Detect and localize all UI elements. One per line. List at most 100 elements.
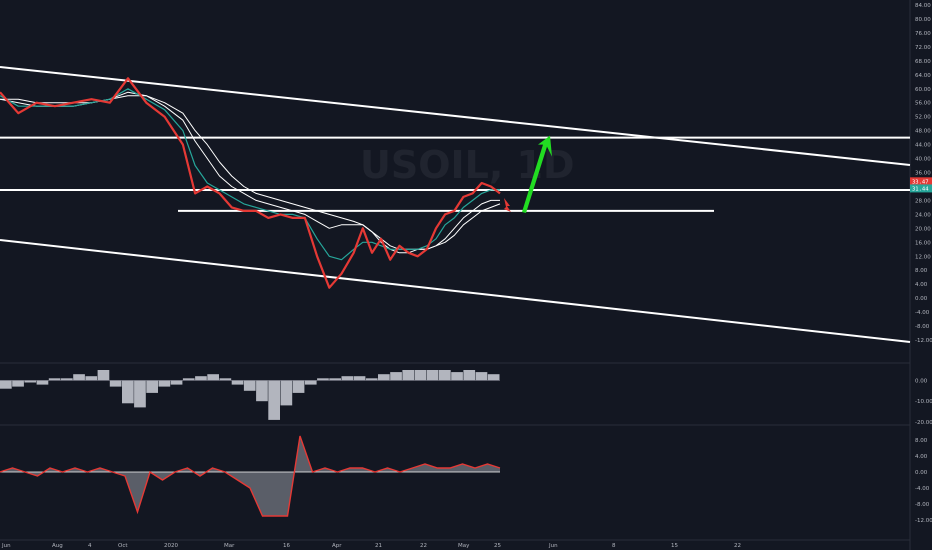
oscillator-line — [0, 435, 501, 517]
oscillator-axis-tick-label: 0.00 — [915, 470, 928, 476]
histogram-bar — [414, 370, 427, 381]
oscillator-axis-tick-label: -8.00 — [915, 502, 930, 508]
time-axis-tick-label: 16 — [283, 543, 290, 549]
histogram-pane — [0, 370, 500, 420]
time-axis-tick-label: 21 — [375, 543, 382, 549]
price-axis-tick-label: 20.00 — [915, 226, 931, 232]
oscillator-area — [0, 436, 500, 516]
histogram-bar — [36, 380, 49, 385]
histogram-bar — [317, 378, 329, 381]
histogram-bar — [48, 378, 61, 381]
price-axis-tick-label: 76.00 — [915, 31, 931, 37]
histogram-axis-tick-label: -20.00 — [915, 420, 932, 426]
oscillator-axis-tick-label: 4.00 — [915, 454, 928, 460]
histogram-bar — [353, 376, 366, 381]
ma-badge-label: 31.44 — [912, 186, 929, 192]
time-axis-tick-label: 22 — [734, 543, 741, 549]
price-axis-tick-label: 44.00 — [915, 143, 931, 149]
histogram-bar — [256, 380, 268, 402]
histogram-bar — [85, 376, 98, 381]
histogram-axis-tick-label: -10.00 — [915, 399, 932, 405]
price-axis-tick-label: 72.00 — [915, 45, 931, 51]
price-axis-tick-label: 56.00 — [915, 101, 931, 107]
histogram-bar — [451, 372, 463, 381]
time-axis-tick-label: Mar — [224, 543, 235, 549]
price-axis-tick-label: 68.00 — [915, 59, 931, 65]
time-axis-tick-label: Jun — [548, 543, 558, 549]
price-axis-tick-label: -12.00 — [915, 338, 932, 344]
oscillator-axis-tick-label: 8.00 — [915, 438, 928, 444]
histogram-bar — [97, 370, 110, 381]
ma-badge — [910, 184, 932, 193]
histogram-bar — [0, 380, 12, 389]
histogram-bar — [12, 380, 24, 387]
time-axis-tick-label: Apr — [332, 543, 342, 549]
price-axis-tick-label: 48.00 — [915, 129, 931, 135]
histogram-bar — [170, 380, 183, 385]
histogram-bar — [426, 370, 439, 381]
price-axis-tick-label: 8.00 — [915, 268, 928, 274]
slower-ma-line — [0, 95, 501, 250]
price-axis-tick-label: 84.00 — [915, 3, 931, 9]
histogram-bar — [304, 380, 317, 385]
histogram-bar — [280, 380, 293, 406]
price-axis-tick-label: 28.00 — [915, 198, 931, 204]
histogram-bar — [463, 370, 476, 381]
time-axis-tick-label: 22 — [420, 543, 427, 549]
price-axis-tick-label: 52.00 — [915, 115, 931, 121]
price-axis-tick-label: 64.00 — [915, 73, 931, 79]
oscillator-axis-tick-label: -4.00 — [915, 486, 930, 492]
histogram-bar — [182, 378, 195, 381]
price-axis-tick-label: -8.00 — [915, 324, 930, 330]
histogram-bar — [402, 370, 415, 381]
time-axis-tick-label: 2020 — [164, 543, 178, 549]
arrow-down-icon — [504, 198, 511, 212]
price-pane — [0, 66, 911, 343]
lower-trendline — [0, 239, 911, 343]
price-badge-label: 33.47 — [912, 179, 929, 185]
grid-lines — [0, 0, 911, 550]
upper-trendline — [0, 66, 911, 166]
price-axis-tick-label: 40.00 — [915, 157, 931, 163]
histogram-bar — [219, 378, 232, 381]
oscillator-axis-tick-label: -12.00 — [915, 518, 932, 524]
time-axis-tick-label: Oct — [118, 543, 128, 549]
histogram-bar — [243, 380, 256, 391]
time-axis-tick-label: 15 — [671, 543, 678, 549]
histogram-bar — [122, 380, 134, 404]
histogram-bar — [487, 374, 500, 381]
price-axis-tick-label: 80.00 — [915, 17, 931, 23]
histogram-bar — [268, 380, 280, 420]
histogram-bar — [134, 380, 146, 408]
price-axis-tick-label: 24.00 — [915, 212, 931, 218]
histogram-bar — [73, 374, 85, 381]
time-axis-tick-label: May — [458, 543, 470, 549]
price-axis-tick-label: 16.00 — [915, 240, 931, 246]
price-axis-tick-label: 60.00 — [915, 87, 931, 93]
histogram-axis-tick-label: 0.00 — [915, 378, 928, 384]
histogram-bar — [341, 376, 354, 381]
price-axis-tick-label: 36.00 — [915, 171, 931, 177]
price-axis[interactable]: 84.00 80.00 76.00 72.00 68.00 64.00 60.00 56.00… — [910, 3, 932, 524]
time-axis-tick-label: 8 — [612, 543, 616, 549]
oscillator-pane — [0, 435, 501, 517]
time-axis-tick-label: Aug — [52, 543, 63, 549]
histogram-bar — [195, 376, 207, 381]
histogram-bar — [146, 380, 158, 393]
time-axis[interactable]: Jun Aug 4 Oct 2020 Mar 16 Apr 21 22 May 25 Jun 8 15 22 — [1, 543, 741, 549]
price-axis-tick-label: 12.00 — [915, 254, 931, 260]
histogram-bar — [231, 380, 244, 385]
histogram-bar — [109, 380, 122, 387]
histogram-bar — [292, 380, 305, 393]
time-axis-tick-label: Jun — [1, 543, 11, 549]
histogram-bar — [365, 378, 378, 381]
slow-ma-line — [0, 91, 500, 254]
histogram-bar — [475, 372, 488, 381]
arrow-up-icon — [522, 135, 552, 213]
histogram-bar — [329, 378, 341, 381]
price-badge — [910, 177, 932, 186]
histogram-bar — [158, 380, 171, 387]
histogram-bar — [439, 370, 451, 381]
